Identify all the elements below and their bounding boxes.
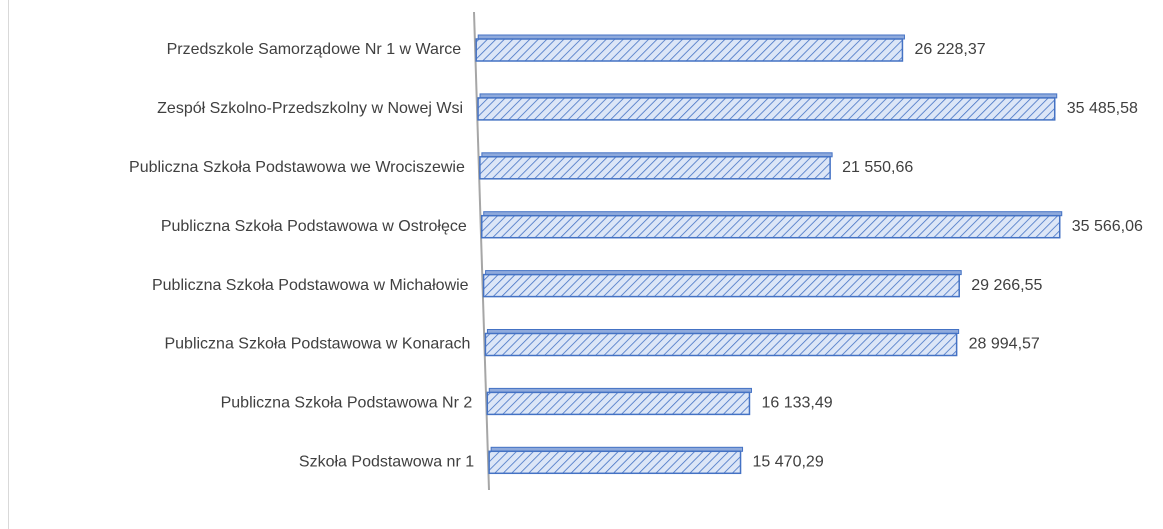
y-tick-label: Zespół Szkolno-Przedszkolny w Nowej Wsi [157, 100, 463, 117]
bar [486, 391, 751, 416]
bar [475, 38, 904, 62]
y-tick-label: Publiczna Szkoła Podstawowa w Michałowie [152, 277, 469, 294]
value-label: 28 994,57 [969, 336, 1040, 353]
bar [479, 156, 831, 180]
value-label: 15 470,29 [753, 454, 824, 471]
y-tick-label: Publiczna Szkoła Podstawowa w Ostrołęce [161, 218, 467, 235]
y-tick-label: Publiczna Szkoła Podstawowa we Wrociszew… [129, 159, 465, 176]
value-label: 29 266,55 [971, 277, 1042, 294]
value-label: 16 133,49 [761, 395, 832, 412]
category-axis [473, 11, 490, 491]
y-tick-label: Publiczna Szkoła Podstawowa Nr 2 [221, 395, 473, 412]
value-label: 35 485,58 [1067, 100, 1138, 117]
y-tick-label: Publiczna Szkoła Podstawowa w Konarach [164, 336, 470, 353]
value-label: 35 566,06 [1072, 218, 1143, 235]
value-label: 26 228,37 [914, 41, 985, 58]
bar [484, 332, 958, 357]
bar [480, 214, 1061, 239]
chart-border [8, 0, 9, 529]
bar [488, 450, 742, 475]
y-tick-label: Szkoła Podstawowa nr 1 [299, 454, 474, 471]
bar [482, 273, 960, 298]
bar [477, 97, 1056, 121]
value-label: 21 550,66 [842, 159, 913, 176]
y-tick-label: Przedszkole Samorządowe Nr 1 w Warce [167, 41, 462, 58]
